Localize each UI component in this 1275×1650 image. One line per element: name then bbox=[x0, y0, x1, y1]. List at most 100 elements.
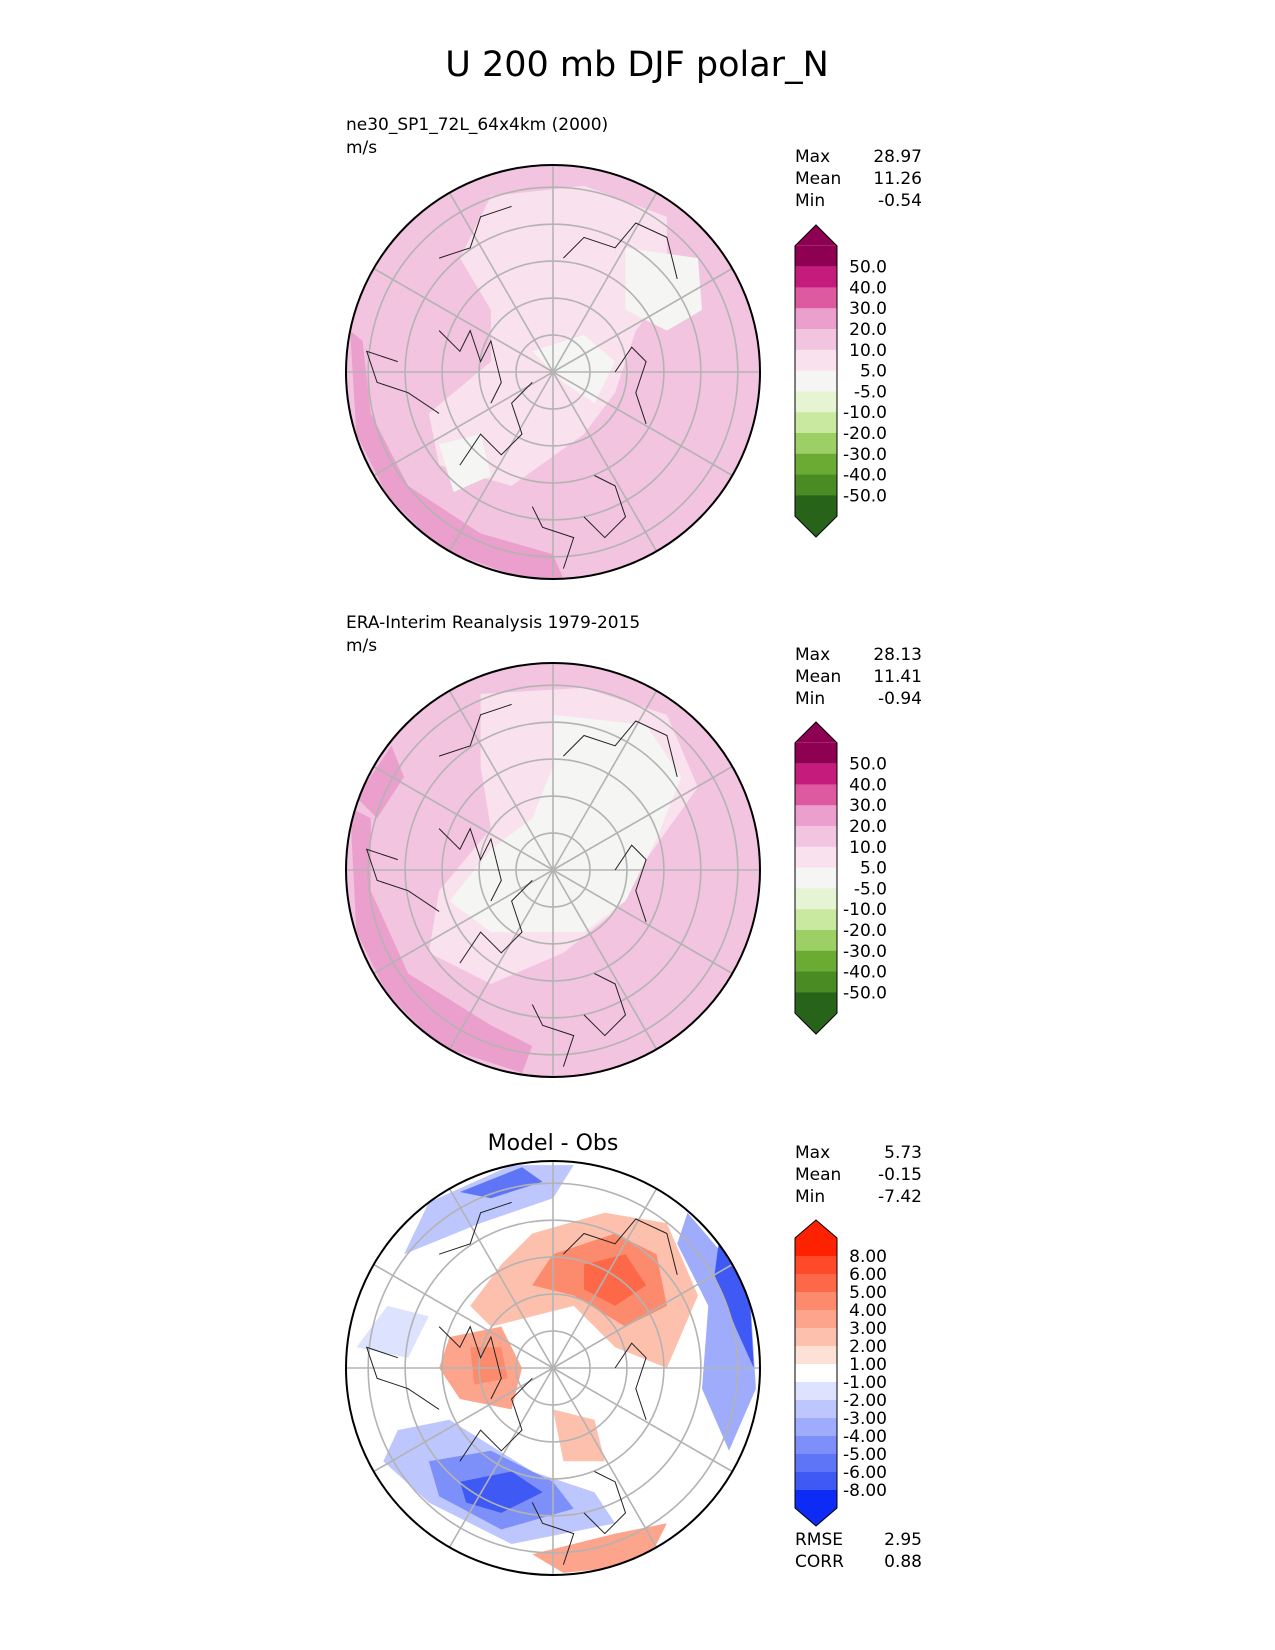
meridian-line bbox=[552, 371, 733, 477]
stat-value: 5.73 bbox=[884, 1143, 922, 1163]
contour-region-blue-east-deep bbox=[714, 1243, 754, 1368]
colorbar-tick-label: 50.0 bbox=[849, 258, 887, 278]
colorbar-swatch bbox=[795, 370, 837, 392]
contour-region-white-region-main bbox=[449, 714, 682, 933]
colorbar-tick-label: 1.00 bbox=[849, 1355, 887, 1375]
coastline bbox=[459, 1377, 533, 1462]
panel-reference: ERA-Interim Reanalysis 1979-2015 m/s Max 28… bbox=[345, 613, 922, 1078]
graticule bbox=[346, 1161, 760, 1575]
meridian-line bbox=[552, 765, 733, 871]
colorbar-swatch bbox=[795, 287, 837, 309]
colorbar-swatch bbox=[795, 1454, 837, 1473]
colorbar-tick-label: -40.0 bbox=[843, 963, 887, 983]
contour-region-white-region-canada bbox=[439, 434, 491, 493]
colorbar-swatch bbox=[795, 742, 837, 764]
colorbar: 50.040.030.020.010.05.0-5.0-10.0-20.0-30… bbox=[794, 721, 887, 1035]
colorbar-swatch bbox=[795, 1364, 837, 1383]
map-border bbox=[345, 1160, 761, 1576]
meridian-line bbox=[552, 371, 658, 552]
stat-label: Max bbox=[795, 147, 830, 167]
panel-diff: Model - Obs Max 5.73 Mean -0.15 Min -7.42 8.006… bbox=[345, 1131, 922, 1576]
colorbar: 8.006.005.004.003.002.001.00-1.00-2.00-3… bbox=[794, 1219, 887, 1527]
coastline bbox=[438, 827, 502, 902]
colorbar-swatch bbox=[795, 412, 837, 434]
meridian-line bbox=[373, 765, 554, 871]
coastline bbox=[583, 973, 627, 1037]
colorbar-tick-label: -5.0 bbox=[854, 879, 887, 899]
colorbar-swatch bbox=[795, 433, 837, 455]
figure-title: U 200 mb DJF polar_N bbox=[445, 45, 829, 85]
colorbar-tick-label: 6.00 bbox=[849, 1265, 887, 1285]
contour-region-blue-northwest-deep bbox=[459, 1167, 543, 1199]
colorbar-swatch bbox=[795, 805, 837, 827]
meridian-line bbox=[373, 1367, 554, 1473]
colorbar-swatch bbox=[795, 308, 837, 330]
panel-units: m/s bbox=[346, 138, 377, 158]
colorbar-tick-label: -8.00 bbox=[843, 1481, 887, 1501]
colorbar-tick-label: 8.00 bbox=[849, 1247, 887, 1267]
meridian-line bbox=[373, 1263, 554, 1369]
coastline bbox=[365, 1346, 440, 1410]
coastline bbox=[583, 1471, 627, 1535]
coastline bbox=[563, 1218, 678, 1275]
colorbar-swatch bbox=[795, 1310, 837, 1329]
stat-value: -0.94 bbox=[878, 689, 922, 709]
stat-label: Min bbox=[795, 689, 825, 709]
map-border bbox=[345, 164, 761, 580]
contour-region-lowlat-band-dark-west bbox=[356, 745, 404, 819]
meridian-line bbox=[552, 1263, 733, 1369]
colorbar-tick-label: 2.00 bbox=[849, 1337, 887, 1357]
colorbar-swatch bbox=[795, 1382, 837, 1401]
coastline bbox=[583, 475, 627, 539]
coastline bbox=[563, 222, 678, 280]
colorbar-swatch bbox=[795, 909, 837, 931]
colorbar-outline bbox=[794, 1219, 838, 1527]
panel-test: ne30_SP1_72L_64x4km (2000) m/s Max 28.97 Mea… bbox=[345, 115, 922, 580]
colorbar-tick-label: 5.0 bbox=[860, 362, 887, 382]
coastline bbox=[365, 350, 440, 414]
polar-map bbox=[346, 663, 760, 1077]
colorbar-tick-label: 40.0 bbox=[849, 278, 887, 298]
footer-stat-label: RMSE bbox=[795, 1530, 843, 1550]
contour-region-blue-southwest-3 bbox=[459, 1471, 543, 1513]
colorbar-tick-label: -4.00 bbox=[843, 1427, 887, 1447]
colorbar-extend-top bbox=[795, 722, 837, 743]
colorbar-outline bbox=[794, 721, 838, 1035]
colorbar-extend-bottom bbox=[795, 1013, 837, 1034]
coastline bbox=[459, 382, 533, 466]
colorbar-tick-label: -2.00 bbox=[843, 1391, 887, 1411]
coastline bbox=[438, 703, 512, 757]
colorbar-tick-label: 40.0 bbox=[849, 775, 887, 795]
meridian-line bbox=[552, 869, 658, 1050]
colorbar-swatch bbox=[795, 453, 837, 476]
stat-value: 11.26 bbox=[873, 169, 922, 189]
colorbar-swatch bbox=[795, 846, 837, 869]
coastline bbox=[459, 880, 533, 964]
colorbar-swatch bbox=[795, 329, 837, 351]
stat-value: 28.97 bbox=[873, 147, 922, 167]
colorbar-tick-label: 50.0 bbox=[849, 755, 887, 775]
meridian-line bbox=[552, 1367, 733, 1473]
colorbar-outline bbox=[794, 224, 838, 538]
stat-value: -0.15 bbox=[878, 1165, 922, 1185]
colorbar-tick-label: -1.00 bbox=[843, 1373, 887, 1393]
colorbar-swatch bbox=[795, 1328, 837, 1347]
colorbar: 50.040.030.020.010.05.0-5.0-10.0-20.0-30… bbox=[794, 224, 887, 538]
colorbar-swatch bbox=[795, 1400, 837, 1419]
colorbar-tick-label: 5.0 bbox=[860, 859, 887, 879]
footer-stat-value: 2.95 bbox=[884, 1530, 922, 1550]
colorbar-tick-label: -10.0 bbox=[843, 900, 887, 920]
polar-map bbox=[346, 165, 760, 579]
meridian-line bbox=[448, 690, 554, 871]
colorbar-extend-bottom bbox=[795, 1508, 837, 1526]
colorbar-extend-top bbox=[795, 1220, 837, 1238]
meridian-line bbox=[552, 1367, 658, 1548]
meridian-line bbox=[373, 371, 554, 477]
colorbar-tick-label: 20.0 bbox=[849, 320, 887, 340]
stat-label: Min bbox=[795, 1187, 825, 1207]
meridian-line bbox=[448, 371, 554, 552]
stat-label: Mean bbox=[795, 169, 841, 189]
footer-stat-value: 0.88 bbox=[884, 1552, 922, 1572]
colorbar-swatch bbox=[795, 826, 837, 848]
meridian-line bbox=[448, 869, 554, 1050]
